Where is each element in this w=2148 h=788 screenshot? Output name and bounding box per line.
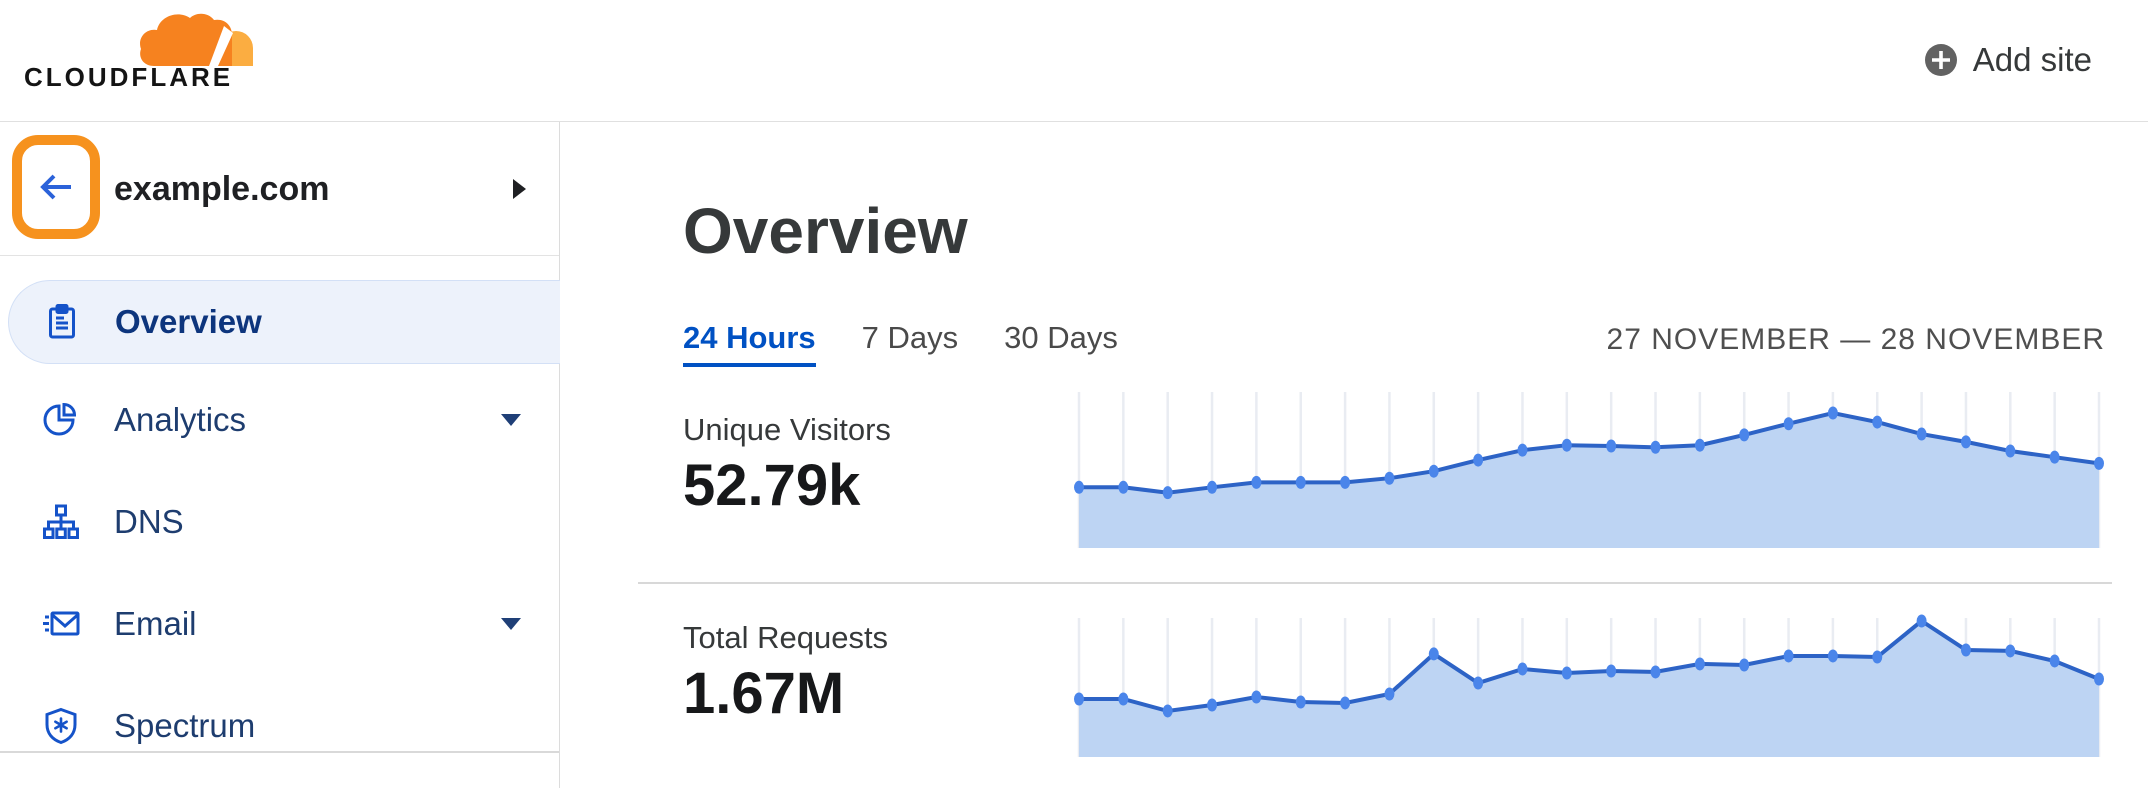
shield-icon	[42, 707, 80, 745]
clipboard-icon	[43, 303, 81, 341]
sitemap-icon	[42, 503, 80, 541]
sidebar-item-overview[interactable]: Overview	[8, 280, 560, 364]
time-range-row: 24 Hours 7 Days 30 Days 27 NOVEMBER — 28 N…	[683, 320, 2105, 367]
back-button[interactable]	[12, 135, 100, 239]
metrics-divider	[638, 582, 2112, 584]
unique-visitors-value: 52.79k	[683, 453, 861, 518]
sidebar-section-divider	[0, 751, 559, 753]
cloudflare-cloud-icon	[138, 10, 258, 71]
add-site-button[interactable]: Add site	[1924, 36, 2092, 84]
sidebar-item-label: Spectrum	[114, 707, 256, 744]
site-name: example.com	[114, 169, 330, 208]
chevron-right-icon[interactable]	[512, 178, 527, 200]
back-arrow-icon	[35, 168, 77, 206]
top-bar: CLOUDFLARE Add site	[0, 0, 2148, 122]
add-site-label: Add site	[1972, 41, 2092, 78]
chevron-down-icon[interactable]	[500, 617, 522, 631]
sidebar-item-dns[interactable]: DNS	[0, 471, 560, 573]
sidebar-item-spectrum[interactable]: Spectrum	[0, 675, 560, 777]
main-content: Overview 24 Hours 7 Days 30 Days 27 NOVEMB…	[560, 122, 2148, 788]
unique-visitors-label: Unique Visitors	[683, 412, 891, 447]
envelope-icon	[42, 605, 80, 643]
sidebar-item-email[interactable]: Email	[0, 573, 560, 675]
total-requests-chart	[1074, 614, 2104, 757]
sidebar-item-analytics[interactable]: Analytics	[0, 369, 560, 471]
tab-7-days[interactable]: 7 Days	[861, 320, 959, 355]
tab-24-hours[interactable]: 24 Hours	[683, 320, 816, 367]
chevron-down-icon[interactable]	[500, 413, 522, 427]
total-requests-label: Total Requests	[683, 620, 889, 655]
sidebar-item-label: Overview	[115, 303, 262, 340]
unique-visitors-chart	[1074, 392, 2104, 548]
sidebar-item-label: Analytics	[114, 401, 247, 438]
date-range-label: 27 NOVEMBER — 28 NOVEMBER	[1606, 323, 2105, 356]
sidebar-item-label: Email	[114, 605, 197, 642]
time-range-tabs: 24 Hours 7 Days 30 Days	[683, 320, 1118, 367]
sidebar: example.com Overview Analytics DNS Email…	[0, 122, 560, 788]
pie-chart-icon	[42, 401, 80, 439]
page-title: Overview	[683, 195, 968, 267]
plus-circle-icon	[1924, 43, 1958, 77]
tab-30-days[interactable]: 30 Days	[1004, 320, 1118, 355]
cloudflare-logo[interactable]: CLOUDFLARE	[24, 4, 268, 116]
cloudflare-wordmark: CLOUDFLARE	[24, 62, 234, 92]
site-selector[interactable]: example.com	[0, 122, 559, 256]
sidebar-item-label: DNS	[114, 503, 184, 540]
total-requests-value: 1.67M	[683, 661, 845, 726]
